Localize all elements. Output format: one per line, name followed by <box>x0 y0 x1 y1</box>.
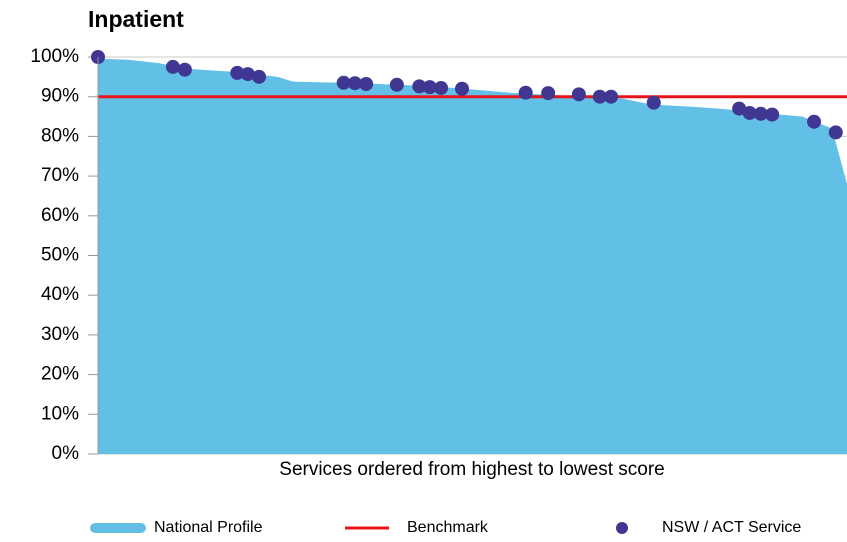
y-tick-label: 80% <box>41 125 79 146</box>
point <box>828 125 843 140</box>
chart-title: Inpatient <box>88 6 184 32</box>
legend-label: NSW / ACT Service <box>662 519 801 536</box>
point <box>389 77 404 92</box>
point <box>807 114 822 129</box>
point <box>592 89 607 104</box>
point <box>518 85 533 100</box>
point <box>753 106 768 121</box>
legend-label: National Profile <box>154 519 263 536</box>
point <box>177 62 192 77</box>
y-tick-label: 90% <box>41 86 79 107</box>
point <box>165 59 180 74</box>
legend-swatch <box>616 522 628 534</box>
point <box>434 80 449 95</box>
point <box>646 95 661 110</box>
y-tick-label: 50% <box>41 245 79 266</box>
point <box>336 75 351 90</box>
y-tick-label: 60% <box>41 205 79 226</box>
point <box>742 105 757 120</box>
area <box>98 58 847 454</box>
point <box>230 65 245 80</box>
y-tick-label: 40% <box>41 284 79 305</box>
point <box>541 86 556 101</box>
point <box>359 76 374 91</box>
point <box>455 81 470 96</box>
point <box>604 89 619 104</box>
point <box>571 87 586 102</box>
point <box>765 107 780 122</box>
y-tick-label: 0% <box>52 443 80 464</box>
y-tick-label: 30% <box>41 324 79 345</box>
point <box>240 67 255 82</box>
legend-swatch <box>90 523 146 533</box>
point <box>347 76 362 91</box>
y-tick-label: 20% <box>41 364 79 385</box>
point <box>412 79 427 94</box>
y-tick-label: 10% <box>41 403 79 424</box>
point <box>732 101 747 116</box>
point <box>252 69 267 84</box>
legend-label: Benchmark <box>407 519 489 536</box>
y-tick-label: 100% <box>30 46 79 67</box>
point <box>422 80 437 95</box>
y-tick-label: 70% <box>41 165 79 186</box>
x-axis-label: Services ordered from highest to lowest … <box>279 459 664 480</box>
